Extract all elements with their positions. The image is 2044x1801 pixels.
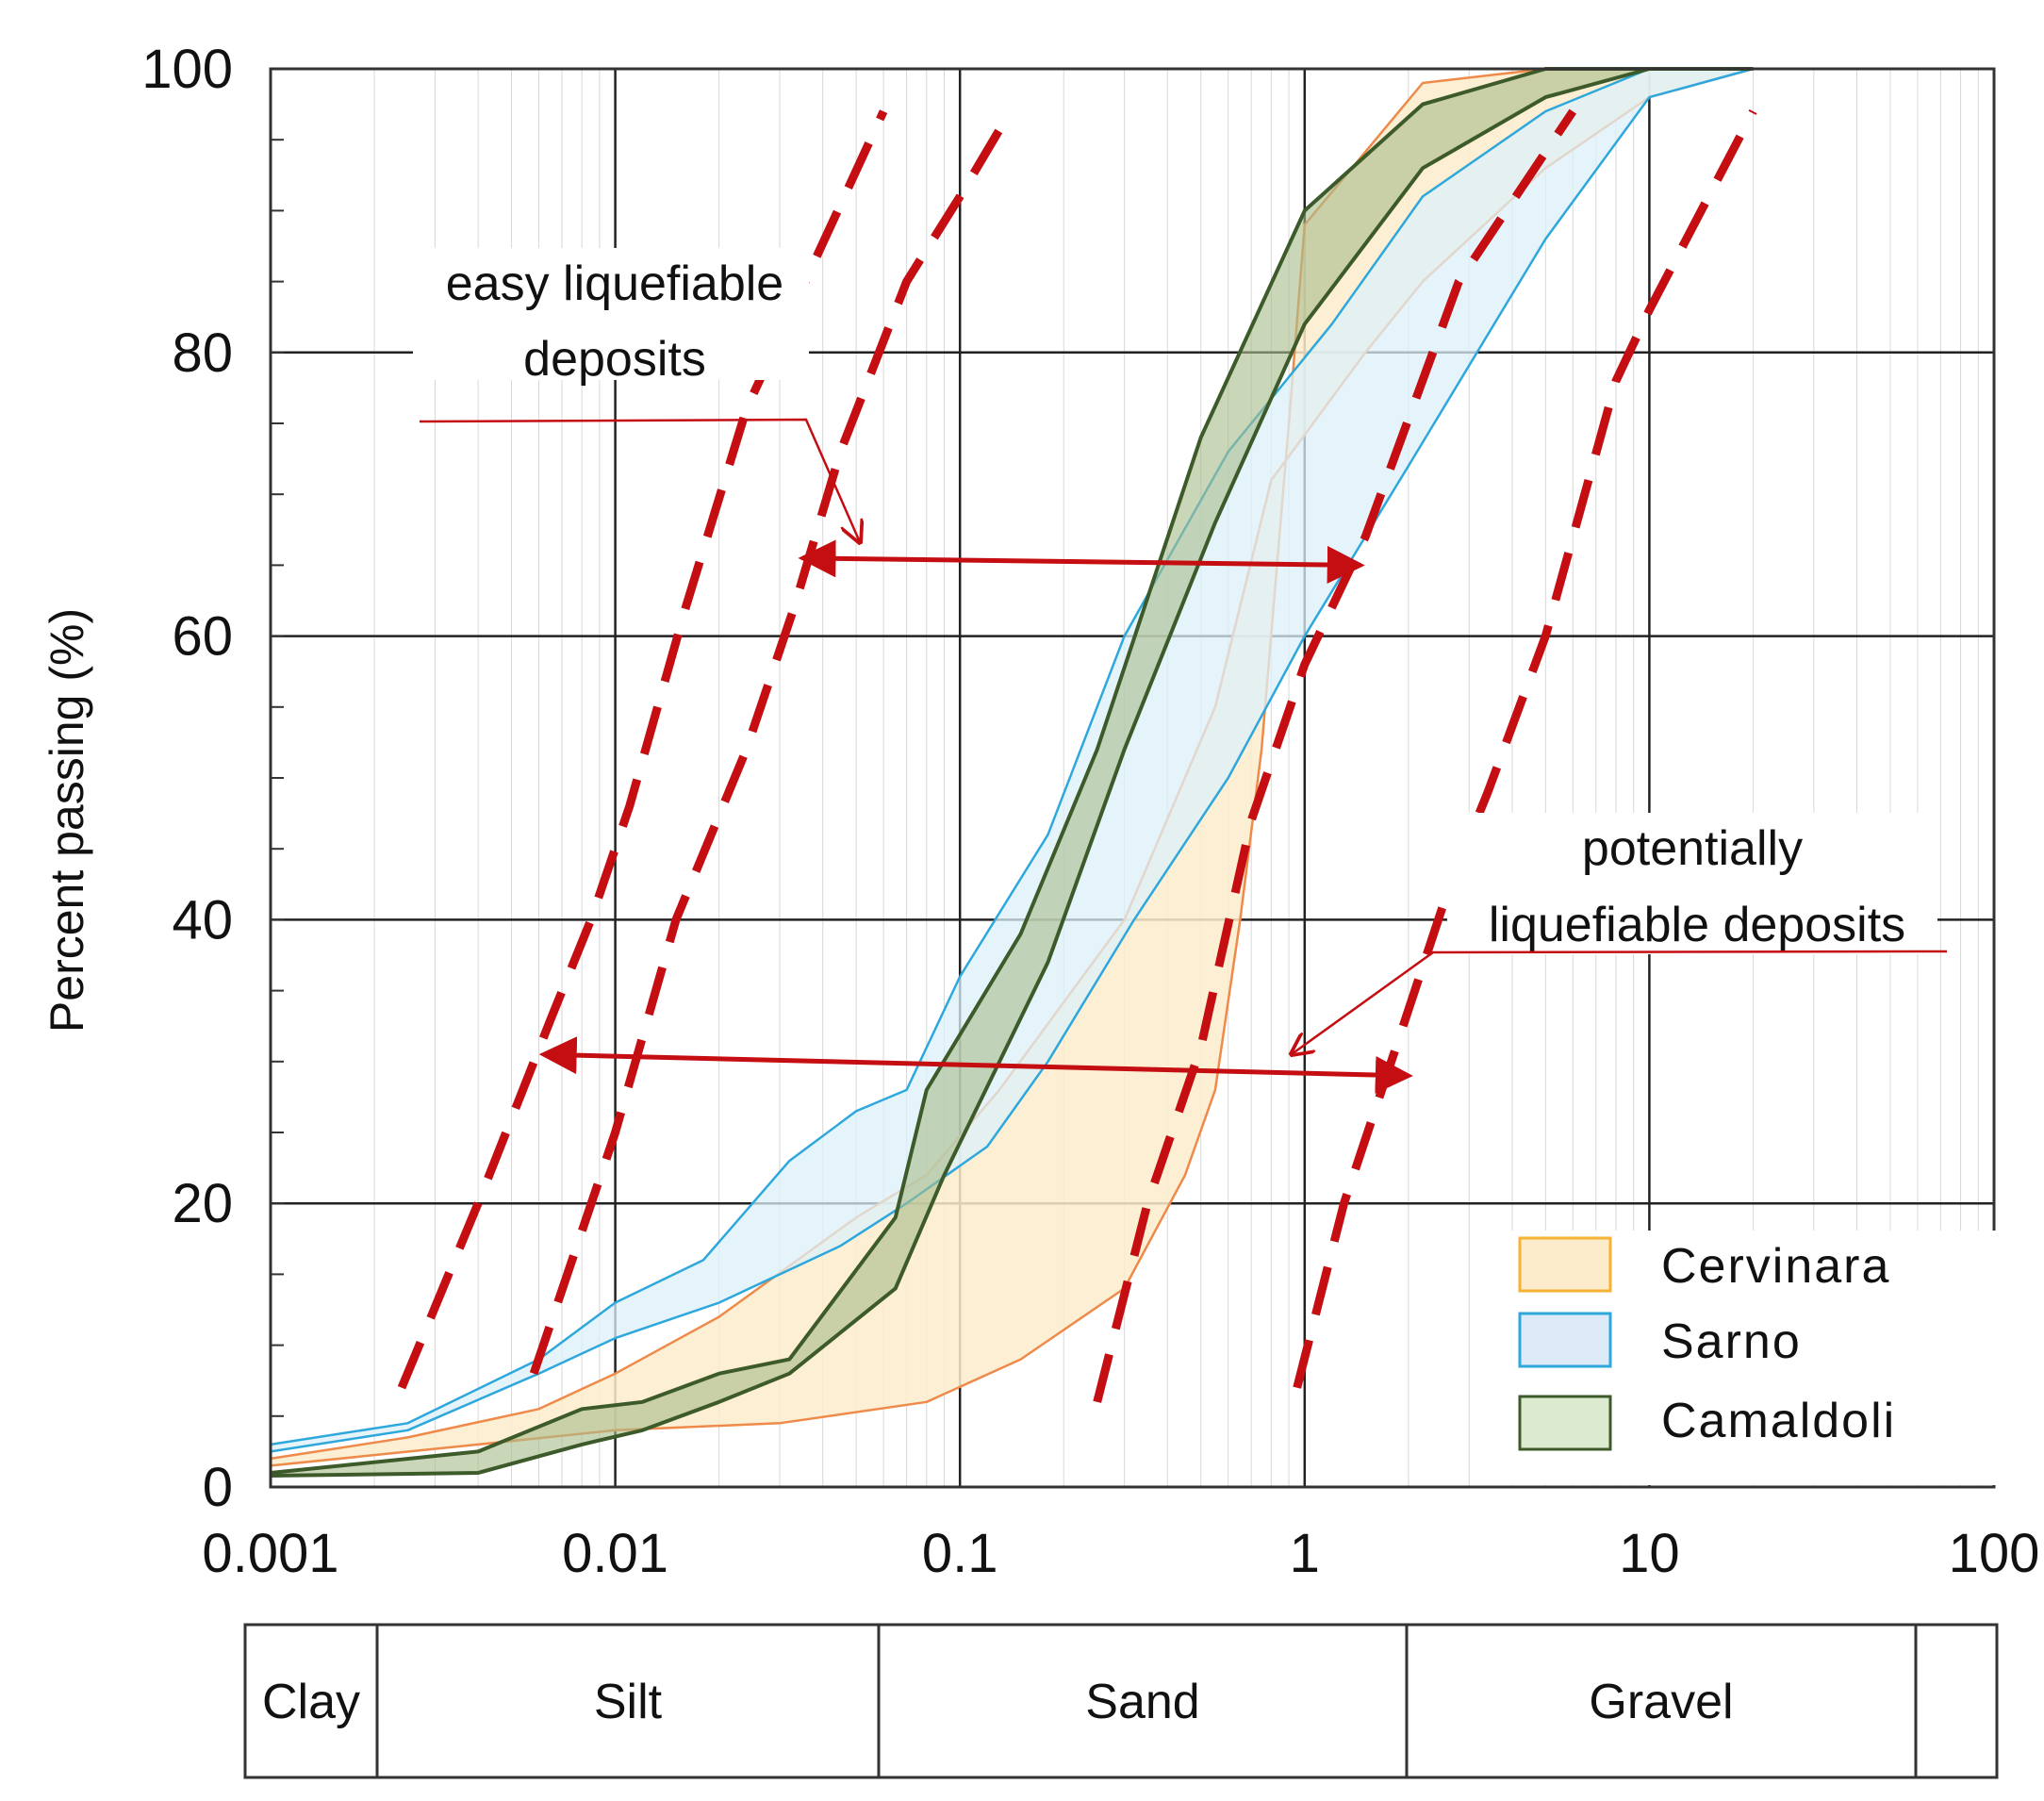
x-tick-label: 1	[1290, 1523, 1320, 1584]
grain-class-sand: Sand	[1085, 1675, 1199, 1729]
legend-swatch-camaldoli	[1518, 1395, 1612, 1451]
annotation-potential: potentially liquefiable deposits	[1292, 813, 1948, 1054]
annotation-potential-line2: liquefiable deposits	[1489, 898, 1905, 952]
sarno-band	[271, 69, 1754, 1452]
range-arrow-2	[538, 1036, 1413, 1094]
y-tick-label: 0	[203, 1457, 233, 1518]
grain-class-strip: Clay Silt Sand Gravel	[243, 1623, 1999, 1779]
annotation-potential-line1: potentially	[1582, 821, 1803, 876]
boundary-potential-coarse	[1293, 109, 1757, 1389]
cervinara-coarse-edge	[270, 67, 1754, 1467]
legend-label-cervinara: Cervinara	[1661, 1239, 1890, 1294]
legend-label-camaldoli: Camaldoli	[1661, 1394, 1896, 1448]
y-tick-label: 20	[172, 1173, 233, 1234]
annotation-potential-leader	[1292, 950, 1948, 1054]
x-tick-label: 0.1	[922, 1523, 998, 1584]
annotation-easy-line1: easy liquefiable	[446, 256, 783, 311]
x-tick-label: 100	[1949, 1523, 2040, 1584]
annotation-easy: easy liquefiable deposits	[413, 248, 860, 542]
y-tick-label: 40	[172, 889, 233, 950]
legend-swatch-cervinara	[1518, 1236, 1612, 1293]
cervinara-band	[271, 69, 1754, 1466]
grain-class-clay: Clay	[262, 1675, 360, 1729]
legend-swatch-sarno	[1518, 1312, 1612, 1368]
y-axis-title: Percent passing (%)	[41, 608, 93, 1033]
x-tick-label: 0.01	[562, 1523, 668, 1584]
x-tick-label: 10	[1619, 1523, 1680, 1584]
annotation-easy-leader	[419, 418, 860, 542]
annotation-easy-line2: deposits	[523, 332, 706, 387]
legend-label-sarno: Sarno	[1661, 1314, 1802, 1369]
range-arrows	[538, 539, 1413, 1094]
y-tick-marks	[271, 68, 284, 1488]
x-tick-label: 0.001	[202, 1523, 338, 1584]
sarno-coarse-edge	[270, 67, 1754, 1453]
tick-labels: 0 20 40 60 80 100 0.001 0.01 0.1 1 10 100	[141, 39, 2039, 1584]
grain-class-gravel: Gravel	[1589, 1675, 1733, 1729]
sarno-fine-edge	[270, 67, 1754, 1446]
grain-class-frame	[243, 1623, 1999, 1779]
boundary-potential-fine	[1093, 108, 1577, 1403]
y-tick-label: 60	[172, 606, 233, 668]
boundary-easy-fine	[397, 109, 888, 1390]
y-tick-label: 80	[172, 322, 233, 384]
legend: Cervinara Sarno Camaldoli	[1492, 1231, 2010, 1485]
range-arrow-1	[798, 539, 1365, 584]
y-tick-label: 100	[141, 39, 233, 100]
grain-class-silt: Silt	[594, 1675, 663, 1729]
